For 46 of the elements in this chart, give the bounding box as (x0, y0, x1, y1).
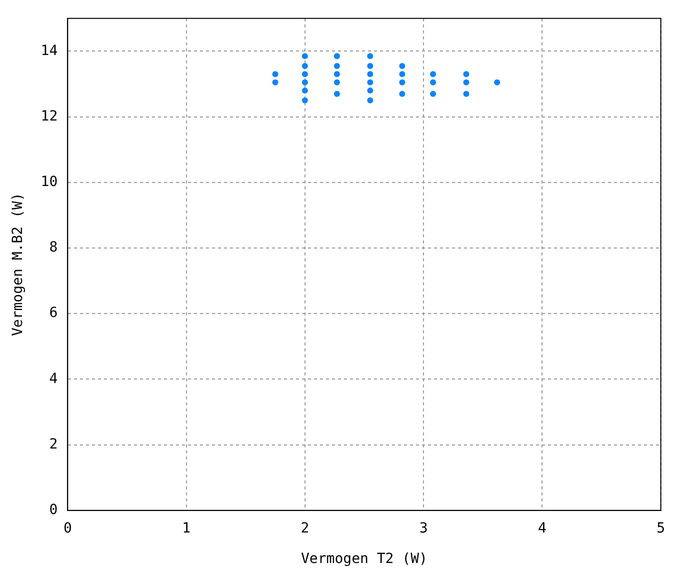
y-axis-title: Vermogen M.B2 (W) (10, 192, 26, 336)
point (334, 71, 340, 78)
x-tick-label: 2 (300, 520, 310, 536)
y-tick-label: 12 (40, 108, 58, 124)
point (430, 90, 436, 97)
y-tick-label: 14 (40, 42, 58, 59)
point (430, 71, 436, 78)
x-tick-label: 5 (656, 520, 666, 536)
point (302, 62, 308, 69)
point (367, 62, 374, 69)
x-tick-label: 3 (419, 520, 428, 536)
point (399, 71, 406, 78)
point (302, 71, 308, 78)
point (302, 79, 308, 86)
point (367, 88, 374, 94)
y-tick-label: 6 (49, 305, 58, 322)
point (367, 97, 374, 104)
point (334, 62, 340, 69)
point (302, 53, 308, 60)
point (334, 90, 340, 97)
point (367, 79, 374, 86)
point (302, 88, 308, 94)
point (399, 90, 406, 97)
y-tick-label: 2 (49, 436, 58, 452)
x-tick-label: 0 (63, 520, 72, 536)
y-tick-label: 0 (49, 502, 58, 518)
point (494, 79, 500, 86)
point (463, 79, 470, 86)
y-tick-label: 10 (40, 174, 58, 190)
point (334, 53, 340, 60)
x-tick-label: 1 (182, 520, 190, 536)
y-tick-label: 4 (49, 370, 58, 387)
y-tick-label: 8 (49, 240, 58, 256)
x-axis-title: Vermogen T2 (W) (301, 551, 428, 568)
point (367, 71, 374, 78)
point (302, 97, 308, 104)
x-tick-label: 4 (538, 520, 546, 536)
point (272, 79, 278, 86)
point (367, 53, 374, 60)
point (399, 62, 406, 69)
point (272, 71, 278, 78)
point (334, 79, 340, 86)
point (463, 90, 470, 97)
point (463, 71, 470, 78)
point (430, 79, 436, 86)
point (399, 79, 406, 86)
